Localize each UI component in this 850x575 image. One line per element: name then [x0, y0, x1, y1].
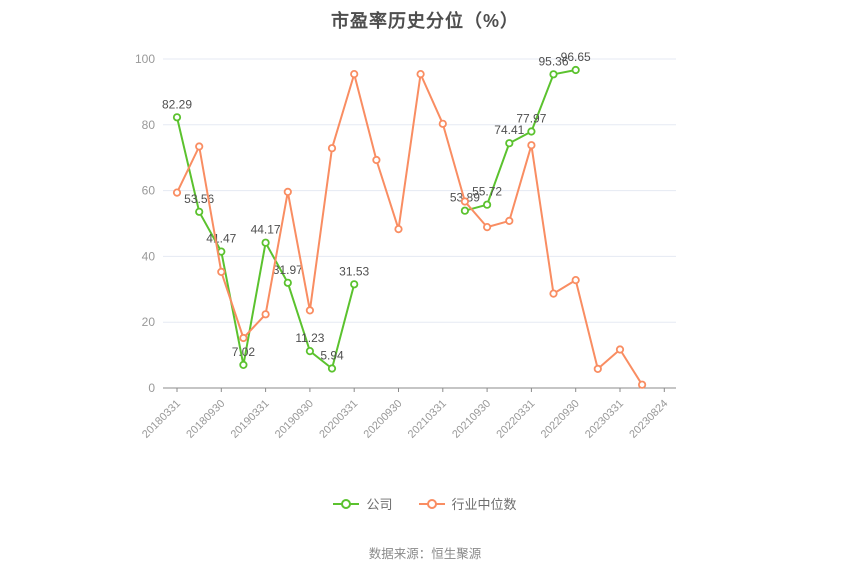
svg-text:77.97: 77.97: [516, 112, 546, 126]
series-company: 82.2953.5641.477.0244.1731.9711.235.9431…: [162, 50, 591, 373]
gridlines: [163, 58, 676, 323]
company-series-marker-icon: [333, 498, 360, 509]
svg-text:20190930: 20190930: [273, 398, 316, 441]
svg-text:11.23: 11.23: [295, 331, 324, 345]
series-industry-median: [172, 70, 647, 389]
svg-text:82.29: 82.29: [162, 97, 192, 111]
svg-text:5.94: 5.94: [320, 349, 344, 363]
x-axis: 20180331 20180930 20190331 20190930 20200331…: [140, 387, 676, 441]
svg-text:96.65: 96.65: [561, 50, 591, 64]
svg-text:20180930: 20180930: [184, 398, 227, 441]
legend-label-industry-median: 行业中位数: [451, 497, 517, 512]
svg-text:44.17: 44.17: [251, 223, 281, 237]
svg-text:80: 80: [142, 118, 156, 132]
svg-text:20180331: 20180331: [140, 398, 183, 441]
y-axis-labels: 0 20 40 60 80 100: [135, 52, 155, 395]
svg-text:41.47: 41.47: [206, 232, 236, 246]
svg-text:20200331: 20200331: [317, 398, 360, 441]
svg-text:20210331: 20210331: [406, 398, 449, 441]
svg-text:20220331: 20220331: [494, 398, 537, 441]
data-source-note: 数据来源：恒生聚源: [368, 547, 482, 561]
legend-label-company: 公司: [366, 497, 393, 512]
svg-text:74.41: 74.41: [494, 123, 524, 137]
svg-text:20200930: 20200930: [362, 398, 405, 441]
svg-text:7.02: 7.02: [232, 345, 256, 359]
svg-text:60: 60: [142, 184, 156, 198]
svg-text:20220930: 20220930: [539, 398, 582, 441]
svg-text:0: 0: [148, 381, 155, 395]
line-chart-canvas: 0 20 40 60 80 100 20180331 20180930 20190331 2019…: [135, 50, 676, 441]
svg-text:20190331: 20190331: [229, 398, 272, 441]
svg-text:40: 40: [142, 249, 156, 263]
svg-text:20210930: 20210930: [450, 398, 493, 441]
svg-text:100: 100: [135, 52, 155, 66]
chart-title: 市盈率历史分位（%）: [330, 11, 519, 31]
svg-text:55.72: 55.72: [472, 185, 502, 199]
svg-text:31.97: 31.97: [273, 263, 303, 277]
svg-text:20: 20: [142, 315, 156, 329]
industry-median-series-marker-icon: [418, 498, 445, 509]
svg-text:20230331: 20230331: [583, 398, 626, 441]
legend-item-industry-median[interactable]: 行业中位数: [418, 494, 517, 513]
svg-text:31.53: 31.53: [339, 264, 369, 278]
svg-text:20230824: 20230824: [627, 398, 670, 441]
svg-text:95.36: 95.36: [538, 54, 568, 68]
chart-legend: 公司 行业中位数: [0, 494, 850, 513]
legend-item-company[interactable]: 公司: [333, 494, 393, 513]
